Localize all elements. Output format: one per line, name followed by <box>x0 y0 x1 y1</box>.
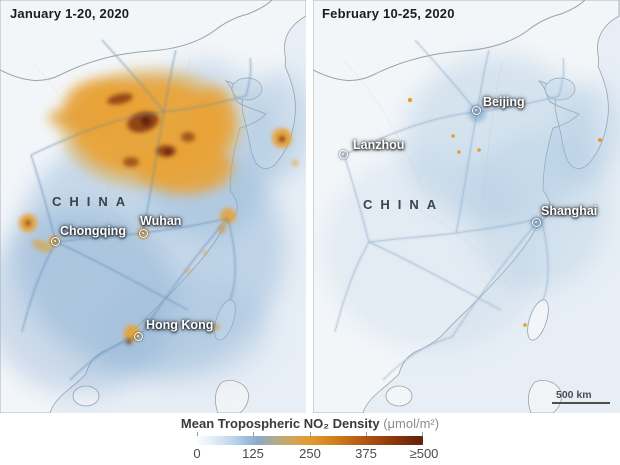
city-marker-chongqing <box>51 237 60 246</box>
map-january <box>0 0 306 413</box>
city-marker-hong-kong <box>134 332 143 341</box>
city-marker-shanghai <box>532 218 541 227</box>
city-marker-beijing <box>472 106 481 115</box>
colorbar-gradient <box>197 436 423 445</box>
city-label-shanghai: Shanghai <box>541 204 598 218</box>
city-label-wuhan: Wuhan <box>140 214 182 228</box>
legend-title: Mean Tropospheric NO₂ Density (μmol/m²) <box>0 416 620 431</box>
colorbar-tick-250 <box>310 432 311 436</box>
colorbar-tick-375 <box>366 432 367 436</box>
city-marker-lanzhou <box>339 150 348 159</box>
scale-bar-line <box>552 402 610 404</box>
date-label-january: January 1-20, 2020 <box>10 6 130 21</box>
colorbar-tick-0 <box>197 432 198 436</box>
city-label-hong-kong: Hong Kong <box>146 318 214 332</box>
country-label-china-right: CHINA <box>363 197 445 212</box>
country-label-china-left: CHINA <box>52 194 134 209</box>
legend: Mean Tropospheric NO₂ Density (μmol/m²) … <box>0 413 620 465</box>
city-label-lanzhou: Lanzhou <box>353 138 405 152</box>
colorbar-tick-125 <box>253 432 254 436</box>
map-panel-january <box>0 0 306 413</box>
scale-bar-label: 500 km <box>556 389 592 401</box>
date-label-february: February 10-25, 2020 <box>322 6 455 21</box>
city-marker-wuhan <box>139 229 148 238</box>
map-panel-february <box>313 0 620 413</box>
colorbar-label-125: 125 <box>242 446 264 461</box>
city-label-chongqing: Chongqing <box>60 224 126 238</box>
colorbar-label-500: ≥500 <box>409 446 439 461</box>
colorbar-label-375: 375 <box>355 446 377 461</box>
colorbar-tick-500 <box>422 432 423 436</box>
city-label-beijing: Beijing <box>483 95 525 109</box>
legend-title-text: Mean Tropospheric NO₂ Density <box>180 416 380 431</box>
colorbar-label-0: 0 <box>193 446 201 461</box>
legend-unit: (μmol/m²) <box>383 416 440 431</box>
map-february <box>313 0 620 413</box>
colorbar-label-250: 250 <box>299 446 321 461</box>
